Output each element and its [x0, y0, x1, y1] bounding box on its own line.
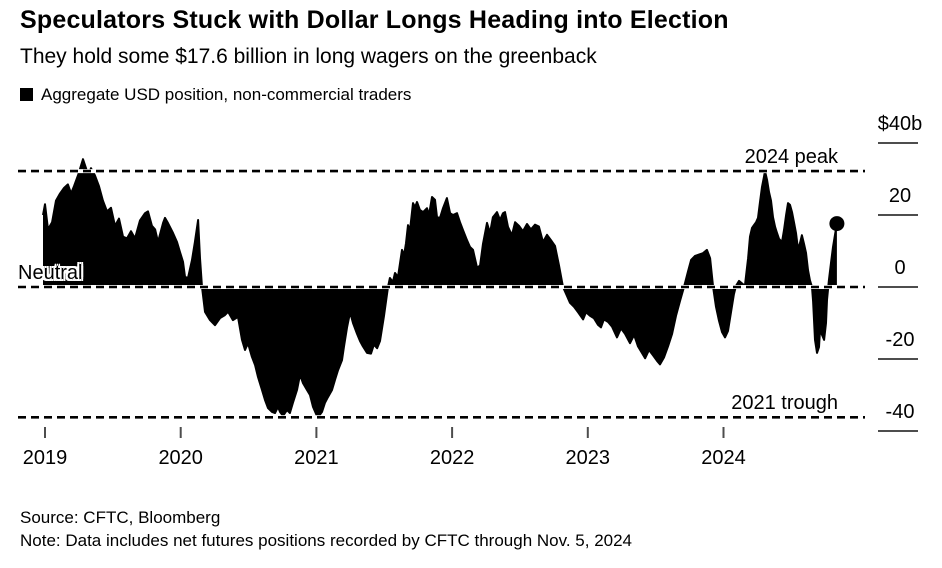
footer: Source: CFTC, Bloomberg Note: Data inclu… [20, 506, 920, 552]
page-subtitle: They hold some $17.6 billion in long wag… [20, 45, 597, 68]
y-axis-label: $40b [877, 113, 923, 135]
y-axis-label: -20 [885, 329, 915, 351]
x-axis-label: 2022 [429, 447, 475, 469]
legend-swatch-icon [20, 88, 33, 101]
x-axis-label: 2021 [294, 447, 339, 469]
annotation-2024-peak: 2024 peak [744, 146, 838, 168]
y-axis-label: 0 [894, 257, 906, 279]
annotation-2021-trough: 2021 trough [731, 392, 838, 414]
x-axis-label: 2024 [701, 447, 746, 469]
y-axis-label: 20 [888, 185, 912, 207]
legend: Aggregate USD position, non-commercial t… [20, 85, 411, 104]
x-axis-label: 2020 [158, 447, 203, 469]
data-note: Note: Data includes net futures position… [20, 531, 633, 550]
latest-value-dot [829, 216, 845, 232]
page-title: Speculators Stuck with Dollar Longs Head… [20, 6, 729, 34]
legend-label: Aggregate USD position, non-commercial t… [41, 85, 412, 104]
annotation-neutral: Neutral [18, 262, 83, 284]
area-series-edge [42, 158, 838, 419]
x-axis-label: 2023 [565, 447, 611, 469]
y-axis-label: -40 [885, 401, 915, 423]
source-note: Source: CFTC, Bloomberg [20, 508, 221, 527]
x-axis-label: 2019 [22, 447, 68, 469]
